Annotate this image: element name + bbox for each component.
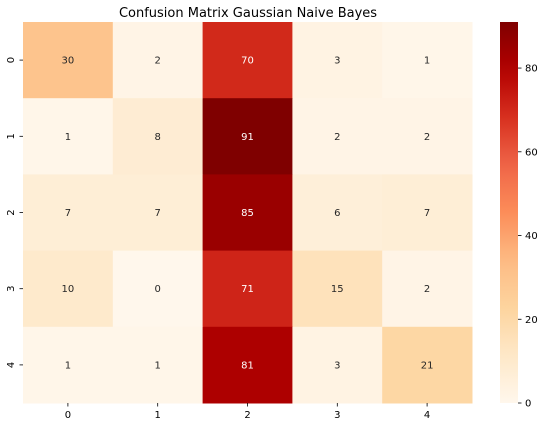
cell-value-label: 8 bbox=[155, 132, 161, 143]
heatmap-cell bbox=[23, 22, 114, 99]
colorbar-tick-label: 40 bbox=[525, 231, 538, 242]
heatmap-cells: 30 2 70 3 11 8 91 2 27 7 85 6 710 0 71 15 21 1 81 3 21 bbox=[23, 22, 473, 404]
x-tick-label: 0 bbox=[65, 410, 71, 421]
cell-value-label: 7 bbox=[65, 208, 71, 219]
cell-value-label: 6 bbox=[334, 208, 340, 219]
cell-value-label: 21 bbox=[421, 360, 434, 371]
cell-value-label: 1 bbox=[65, 132, 71, 143]
cell-value-label: 2 bbox=[155, 56, 161, 67]
heatmap-cell bbox=[112, 250, 204, 328]
y-tick-label: 0 bbox=[6, 57, 17, 63]
colorbar-gradient bbox=[500, 22, 518, 403]
heatmap-cell bbox=[382, 326, 473, 404]
cell-value-label: 81 bbox=[241, 360, 254, 371]
heatmap-cell bbox=[112, 22, 204, 99]
cell-value-label: 15 bbox=[331, 284, 344, 295]
cell-value-label: 2 bbox=[334, 132, 340, 143]
y-tick-label: 2 bbox=[6, 209, 17, 215]
cell-value-label: 1 bbox=[155, 360, 161, 371]
heatmap-cell bbox=[23, 326, 114, 404]
heatmap-cell bbox=[292, 98, 383, 175]
cell-value-label: 7 bbox=[155, 208, 161, 219]
x-tick-label: 3 bbox=[334, 410, 340, 421]
heatmap-cell bbox=[202, 250, 293, 328]
cell-value-label: 10 bbox=[62, 284, 75, 295]
heatmap-cell bbox=[202, 98, 293, 175]
heatmap-cell bbox=[202, 22, 293, 99]
heatmap-cell bbox=[292, 174, 383, 252]
heatmap-cell bbox=[23, 250, 114, 328]
heatmap-cell bbox=[202, 326, 293, 404]
cell-value-label: 85 bbox=[241, 208, 254, 219]
heatmap-cell bbox=[292, 22, 383, 99]
heatmap-cell bbox=[382, 174, 473, 252]
colorbar-tick-label: 0 bbox=[525, 399, 531, 410]
heatmap-cell bbox=[112, 174, 204, 252]
chart-title: Confusion Matrix Gaussian Naive Bayes bbox=[119, 6, 377, 21]
colorbar: 0 20 40 60 80 bbox=[500, 22, 538, 410]
x-axis: 0 1 2 3 4 bbox=[65, 403, 430, 421]
heatmap-cell bbox=[292, 326, 383, 404]
cell-value-label: 3 bbox=[334, 56, 340, 67]
cell-value-label: 1 bbox=[424, 56, 430, 67]
cell-value-label: 91 bbox=[241, 132, 254, 143]
y-tick-label: 3 bbox=[6, 286, 17, 292]
heatmap-cell bbox=[382, 22, 473, 99]
heatmap-cell bbox=[112, 98, 204, 175]
x-tick-label: 4 bbox=[424, 410, 430, 421]
cell-value-label: 7 bbox=[424, 208, 430, 219]
heatmap-cell bbox=[202, 174, 293, 252]
cell-value-label: 2 bbox=[424, 284, 430, 295]
cell-value-label: 3 bbox=[334, 360, 340, 371]
cell-value-label: 71 bbox=[241, 284, 254, 295]
heatmap-cell bbox=[23, 174, 114, 252]
y-tick-label: 4 bbox=[6, 362, 17, 368]
x-tick-label: 1 bbox=[155, 410, 161, 421]
heatmap-cell bbox=[382, 98, 473, 175]
heatmap-cell bbox=[112, 326, 204, 404]
cell-value-label: 1 bbox=[65, 360, 71, 371]
x-tick-label: 2 bbox=[244, 410, 250, 421]
y-tick-label: 1 bbox=[6, 133, 17, 139]
colorbar-tick-label: 60 bbox=[525, 147, 538, 158]
colorbar-tick-label: 20 bbox=[525, 315, 538, 326]
heatmap-cell bbox=[382, 250, 473, 328]
cell-value-label: 2 bbox=[424, 132, 430, 143]
y-axis: 0 1 2 3 4 bbox=[6, 57, 23, 368]
heatmap-cell bbox=[23, 98, 114, 175]
cell-value-label: 70 bbox=[241, 56, 254, 67]
cell-value-label: 0 bbox=[155, 284, 161, 295]
colorbar-tick-label: 80 bbox=[525, 64, 538, 75]
cell-value-label: 30 bbox=[62, 56, 75, 67]
heatmap-cell bbox=[292, 250, 383, 328]
